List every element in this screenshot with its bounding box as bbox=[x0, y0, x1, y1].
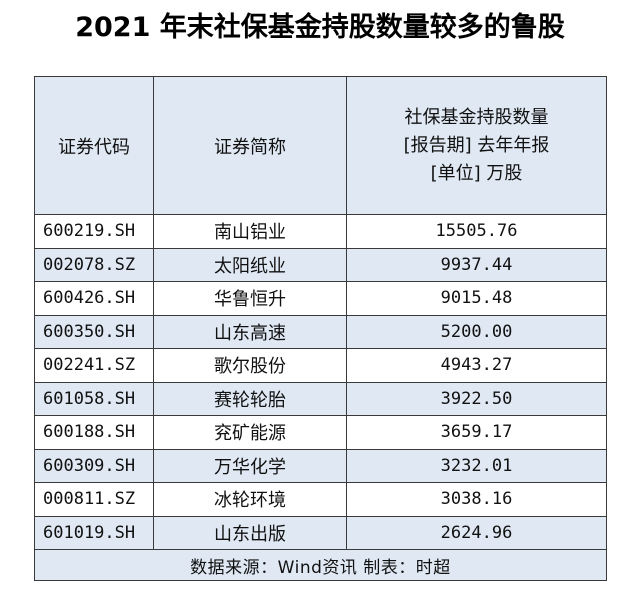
cell-value: 9937.44 bbox=[346, 247, 607, 282]
holdings-table: 证券代码 证券简称 社保基金持股数量 [报告期] 去年年报 [单位] 万股 60… bbox=[34, 76, 607, 581]
cell-name: 太阳纸业 bbox=[153, 247, 347, 282]
cell-value: 3922.50 bbox=[346, 381, 607, 416]
cell-value: 9015.48 bbox=[346, 281, 607, 316]
header-holding-line1: 社保基金持股数量 bbox=[404, 106, 549, 128]
cell-name: 歌尔股份 bbox=[153, 348, 347, 383]
table-header-row: 证券代码 证券简称 社保基金持股数量 [报告期] 去年年报 [单位] 万股 bbox=[34, 76, 607, 215]
cell-code: 600426.SH bbox=[34, 281, 154, 316]
cell-name: 赛轮轮胎 bbox=[153, 381, 347, 416]
cell-name: 南山铝业 bbox=[153, 214, 347, 249]
table-row: 600309.SH 万华化学 3232.01 bbox=[34, 448, 607, 483]
cell-code: 600188.SH bbox=[34, 415, 154, 450]
cell-code: 601058.SH bbox=[34, 381, 154, 416]
cell-value: 2624.96 bbox=[346, 515, 607, 550]
header-holding-quantity: 社保基金持股数量 [报告期] 去年年报 [单位] 万股 bbox=[346, 76, 607, 215]
table-row: 002078.SZ 太阳纸业 9937.44 bbox=[34, 247, 607, 282]
cell-value: 5200.00 bbox=[346, 314, 607, 349]
cell-code: 000811.SZ bbox=[34, 482, 154, 517]
cell-code: 600350.SH bbox=[34, 314, 154, 349]
table-row: 002241.SZ 歌尔股份 4943.27 bbox=[34, 348, 607, 383]
table-row: 601058.SH 赛轮轮胎 3922.50 bbox=[34, 381, 607, 416]
table-footer-row: 数据来源：Wind资讯 制表：时超 bbox=[34, 549, 607, 581]
cell-name: 兖矿能源 bbox=[153, 415, 347, 450]
table-row: 600350.SH 山东高速 5200.00 bbox=[34, 314, 607, 349]
page-title: 2021 年末社保基金持股数量较多的鲁股 bbox=[75, 12, 565, 43]
cell-name: 山东出版 bbox=[153, 515, 347, 550]
header-holding-line3: [单位] 万股 bbox=[430, 162, 523, 184]
cell-code: 002241.SZ bbox=[34, 348, 154, 383]
cell-name: 万华化学 bbox=[153, 448, 347, 483]
cell-code: 002078.SZ bbox=[34, 247, 154, 282]
header-security-name: 证券简称 bbox=[153, 76, 347, 215]
table-row: 600426.SH 华鲁恒升 9015.48 bbox=[34, 281, 607, 316]
cell-name: 冰轮环境 bbox=[153, 482, 347, 517]
cell-value: 3232.01 bbox=[346, 448, 607, 483]
cell-value: 3659.17 bbox=[346, 415, 607, 450]
cell-name: 山东高速 bbox=[153, 314, 347, 349]
table-row: 000811.SZ 冰轮环境 3038.16 bbox=[34, 482, 607, 517]
data-source-note: 数据来源：Wind资讯 制表：时超 bbox=[34, 549, 607, 581]
header-holding-line2: [报告期] 去年年报 bbox=[403, 134, 550, 156]
cell-name: 华鲁恒升 bbox=[153, 281, 347, 316]
cell-value: 15505.76 bbox=[346, 214, 607, 249]
table-row: 601019.SH 山东出版 2624.96 bbox=[34, 515, 607, 550]
cell-code: 601019.SH bbox=[34, 515, 154, 550]
cell-code: 600309.SH bbox=[34, 448, 154, 483]
cell-value: 3038.16 bbox=[346, 482, 607, 517]
table-row: 600219.SH 南山铝业 15505.76 bbox=[34, 214, 607, 249]
table-row: 600188.SH 兖矿能源 3659.17 bbox=[34, 415, 607, 450]
cell-value: 4943.27 bbox=[346, 348, 607, 383]
cell-code: 600219.SH bbox=[34, 214, 154, 249]
header-security-code: 证券代码 bbox=[34, 76, 154, 215]
